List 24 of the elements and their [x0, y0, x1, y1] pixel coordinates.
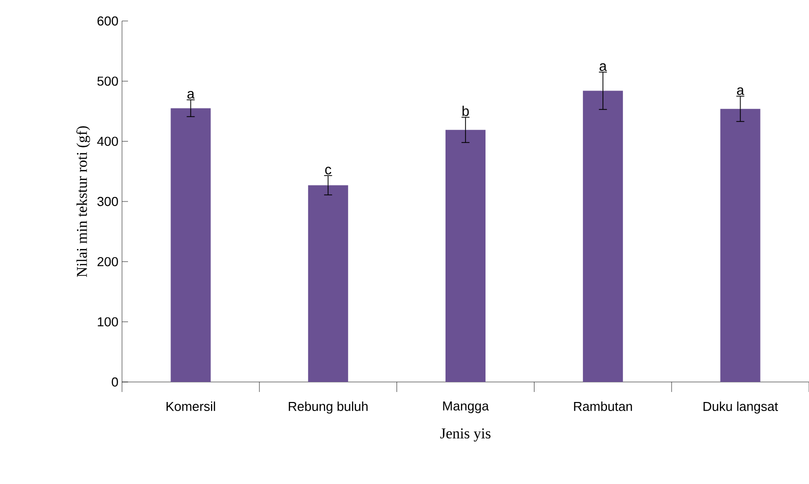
- y-tick-label: 200: [98, 257, 118, 266]
- annotation: a: [737, 87, 744, 96]
- x-tick-label: Rambutan: [574, 402, 632, 412]
- y-axis-title: Nilai min tekstur roti (gf): [76, 126, 90, 277]
- x-tick-label: Duku langsat: [704, 402, 778, 414]
- bar: [582, 90, 623, 382]
- y-tick-label: 100: [98, 317, 118, 326]
- y-tick-label: 300: [97, 196, 118, 206]
- bar: [308, 185, 348, 382]
- annotation: a: [600, 63, 607, 71]
- y-tick-label: 400: [97, 136, 118, 146]
- annotation: a: [187, 90, 195, 99]
- bar: [720, 108, 760, 382]
- annotation: b: [462, 106, 469, 116]
- annotation: c: [325, 166, 332, 174]
- y-tick-label: 500: [97, 76, 118, 86]
- y-tick-label: 0: [112, 377, 118, 387]
- x-tick-label: Rebung buluh: [288, 402, 368, 414]
- x-axis-title: Jenis yis: [440, 428, 490, 442]
- x-tick-label: Mangga: [443, 402, 489, 414]
- y-tick-label: 600: [98, 16, 118, 26]
- bar: [170, 108, 211, 382]
- x-tick-label: Komersil: [166, 402, 216, 412]
- bar: [446, 130, 486, 382]
